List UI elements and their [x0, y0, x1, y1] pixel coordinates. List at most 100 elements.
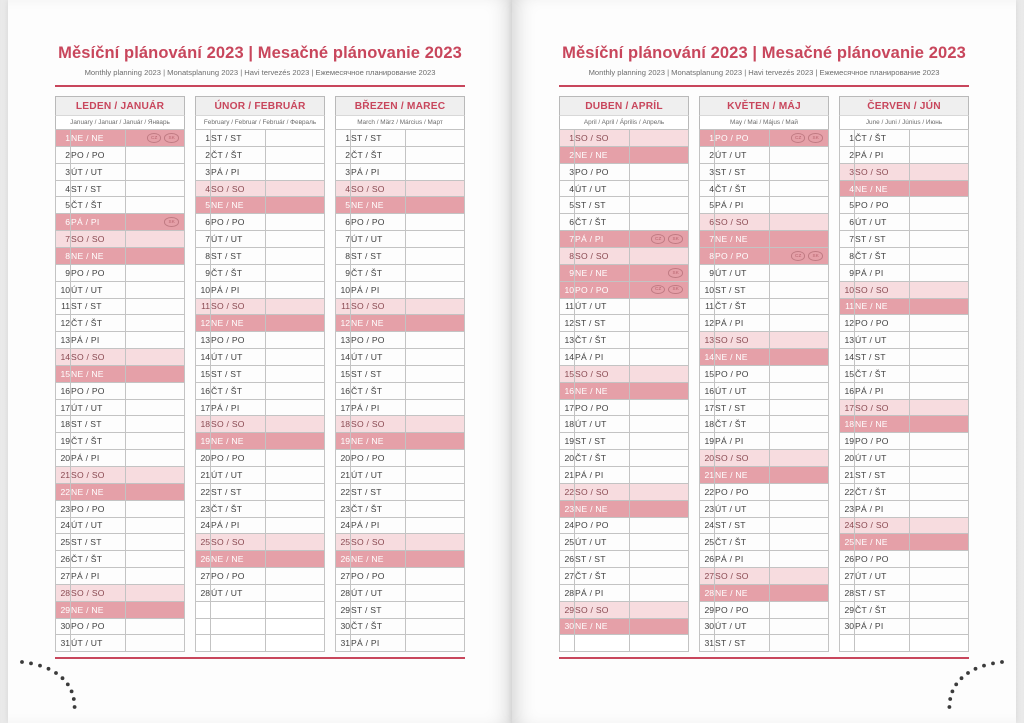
day-note-field[interactable]: [769, 314, 829, 333]
day-note-field[interactable]: [265, 145, 325, 164]
day-note-field[interactable]: [769, 567, 829, 585]
day-note-field[interactable]: [629, 415, 689, 434]
day-note-field[interactable]: [405, 432, 465, 451]
day-note-field[interactable]: [265, 213, 325, 232]
day-note-field[interactable]: [909, 482, 969, 501]
day-note-field[interactable]: [629, 550, 689, 569]
day-note-field[interactable]: [125, 162, 185, 181]
day-note-field[interactable]: [769, 449, 829, 467]
day-note-field[interactable]: [405, 415, 465, 434]
day-note-field[interactable]: [909, 162, 969, 181]
day-note-field[interactable]: [769, 213, 829, 232]
day-note-field[interactable]: [769, 398, 829, 417]
day-note-field[interactable]: [629, 179, 689, 198]
day-note-field[interactable]: [265, 162, 325, 181]
day-note-field[interactable]: [405, 634, 465, 653]
day-note-field[interactable]: [769, 550, 829, 569]
day-note-field[interactable]: [405, 196, 465, 215]
day-note-field[interactable]: [125, 196, 185, 215]
day-note-field[interactable]: [629, 196, 689, 215]
day-note-field[interactable]: [125, 617, 185, 636]
day-note-field[interactable]: [405, 550, 465, 569]
day-note-field[interactable]: [629, 314, 689, 333]
day-note-field[interactable]: [769, 196, 829, 215]
day-note-field[interactable]: [629, 331, 689, 350]
day-note-field[interactable]: [909, 364, 969, 383]
day-note-field[interactable]: [405, 617, 465, 636]
day-note-field[interactable]: [909, 465, 969, 484]
day-note-field[interactable]: [909, 381, 969, 400]
day-note-field[interactable]: [125, 465, 185, 484]
day-note-field[interactable]: [909, 567, 969, 585]
day-note-field[interactable]: [125, 364, 185, 383]
day-note-field[interactable]: [769, 381, 829, 400]
day-note-field[interactable]: [125, 600, 185, 619]
day-note-field[interactable]: [125, 179, 185, 198]
day-note-field[interactable]: [125, 583, 185, 602]
day-note-field[interactable]: [629, 449, 689, 467]
day-note-field[interactable]: [629, 567, 689, 585]
day-note-field[interactable]: [769, 533, 829, 552]
day-note-field[interactable]: [265, 179, 325, 198]
day-note-field[interactable]: [265, 567, 325, 585]
day-note-field[interactable]: [125, 247, 185, 265]
day-note-field[interactable]: [769, 634, 829, 653]
day-note-field[interactable]: [125, 230, 185, 248]
day-note-field[interactable]: [125, 432, 185, 451]
day-note-field[interactable]: [125, 314, 185, 333]
day-note-field[interactable]: [629, 129, 689, 147]
day-note-field[interactable]: [769, 415, 829, 434]
day-note-field[interactable]: [265, 196, 325, 215]
day-note-field[interactable]: [769, 297, 829, 316]
day-note-field[interactable]: [265, 331, 325, 350]
day-note-field[interactable]: [769, 162, 829, 181]
day-note-field[interactable]: [769, 179, 829, 198]
day-note-field[interactable]: [629, 533, 689, 552]
day-note-field[interactable]: [265, 465, 325, 484]
day-note-field[interactable]: [629, 617, 689, 636]
day-note-field[interactable]: [125, 567, 185, 585]
day-note-field[interactable]: [405, 179, 465, 198]
day-note-field[interactable]: [265, 381, 325, 400]
day-note-field[interactable]: [125, 550, 185, 569]
day-note-field[interactable]: [629, 482, 689, 501]
day-note-field[interactable]: [265, 348, 325, 366]
day-note-field[interactable]: [405, 364, 465, 383]
day-note-field[interactable]: CZ SK: [769, 247, 829, 265]
day-note-field[interactable]: [125, 533, 185, 552]
day-note-field[interactable]: [405, 263, 465, 282]
day-note-field[interactable]: [405, 381, 465, 400]
day-note-field[interactable]: [909, 449, 969, 467]
day-note-field[interactable]: [405, 482, 465, 501]
day-note-field[interactable]: [909, 196, 969, 215]
day-note-field[interactable]: [265, 533, 325, 552]
day-note-field[interactable]: [909, 415, 969, 434]
day-note-field[interactable]: [629, 516, 689, 535]
day-note-field[interactable]: [909, 583, 969, 602]
day-note-field[interactable]: [909, 297, 969, 316]
day-note-field[interactable]: [629, 213, 689, 232]
day-note-field[interactable]: [405, 280, 465, 299]
day-note-field[interactable]: [909, 145, 969, 164]
day-note-field[interactable]: [769, 499, 829, 518]
day-note-field[interactable]: [769, 364, 829, 383]
day-note-field[interactable]: [909, 314, 969, 333]
day-note-field[interactable]: [909, 600, 969, 619]
day-note-field[interactable]: [405, 398, 465, 417]
day-note-field[interactable]: [405, 567, 465, 585]
day-note-field[interactable]: [769, 600, 829, 619]
day-note-field[interactable]: [769, 617, 829, 636]
day-note-field[interactable]: [629, 247, 689, 265]
day-note-field[interactable]: [265, 415, 325, 434]
day-note-field[interactable]: [265, 516, 325, 535]
day-note-field[interactable]: [405, 162, 465, 181]
day-note-field[interactable]: [405, 465, 465, 484]
day-note-field[interactable]: [909, 247, 969, 265]
day-note-field[interactable]: [909, 432, 969, 451]
day-note-field[interactable]: [265, 129, 325, 147]
day-note-field[interactable]: [405, 449, 465, 467]
day-note-field[interactable]: CZ SK: [629, 230, 689, 248]
day-note-field[interactable]: [265, 314, 325, 333]
day-note-field[interactable]: [265, 449, 325, 467]
day-note-field[interactable]: [629, 499, 689, 518]
